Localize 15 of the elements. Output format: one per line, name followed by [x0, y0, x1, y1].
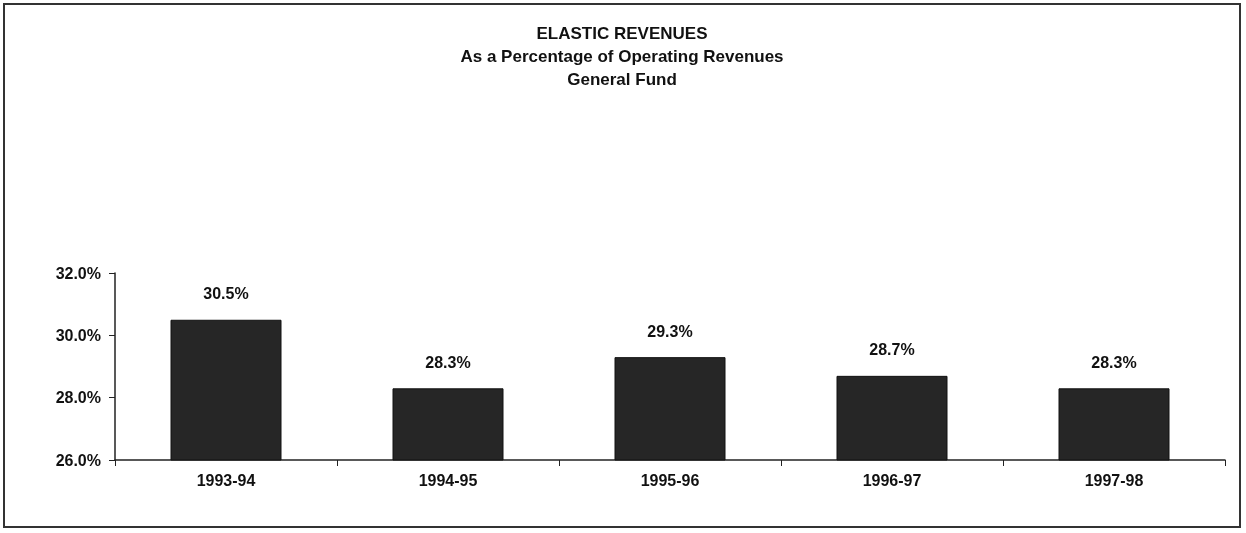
x-tick-label: 1994-95	[418, 471, 478, 489]
x-tick-label: 1995-96	[640, 471, 700, 489]
y-tick-label: 32.0%	[55, 264, 101, 282]
data-label: 30.5%	[203, 285, 249, 303]
y-tick-label: 26.0%	[55, 451, 101, 469]
chart-title: ELASTIC REVENUES As a Percentage of Operating Revenues General Fund	[460, 24, 784, 89]
data-label: 29.3%	[647, 322, 693, 340]
x-tick-label: 1993-94	[196, 471, 256, 489]
x-tick-label: 1997-98	[1084, 471, 1144, 489]
data-label: 28.7%	[869, 341, 915, 359]
y-tick-label: 28.0%	[55, 389, 101, 407]
x-tick-label: 1996-97	[862, 471, 922, 489]
data-label: 28.3%	[1091, 353, 1137, 371]
y-tick-label: 30.0%	[55, 326, 101, 344]
data-label: 28.3%	[425, 353, 471, 371]
